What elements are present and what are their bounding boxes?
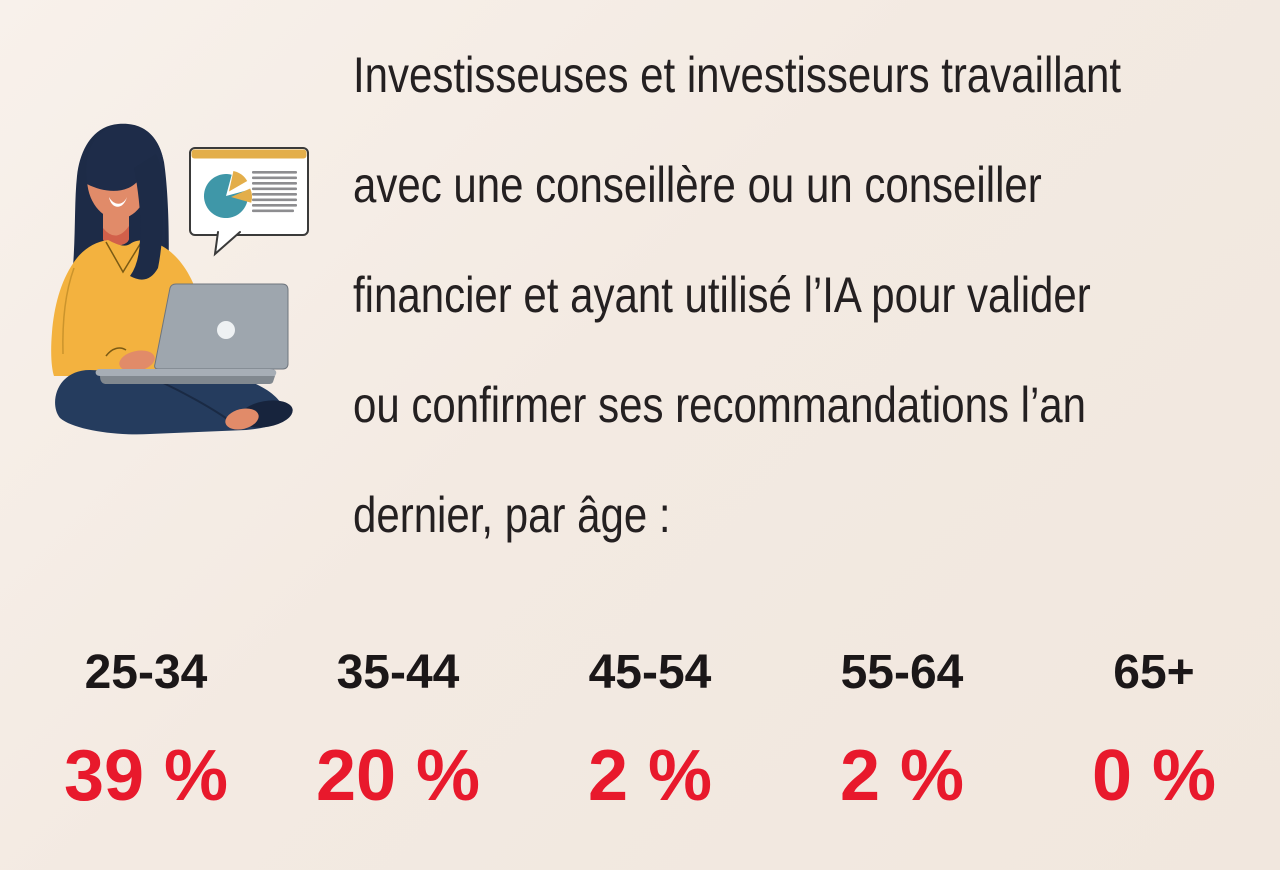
headline-line-4: ou confirmer ses recommandations l’an [353, 377, 1086, 433]
woman-hair-strand [130, 154, 164, 280]
speech-bubble-tail [213, 231, 241, 257]
percentage-value: 2 % [587, 736, 713, 816]
headline-line-2: avec une conseillère ou un conseiller [353, 157, 1042, 213]
percentage-value: 2 % [839, 736, 965, 816]
laptop-base-top [95, 369, 277, 376]
sweater-arm-fold-line [62, 267, 75, 355]
stat-column-65-plus: 65+ 0 % [1028, 646, 1280, 816]
stat-column-55-64: 55-64 2 % [776, 646, 1028, 816]
woman-foot [225, 408, 259, 430]
speech-bubble-header-bar [191, 149, 307, 159]
stat-column-45-54: 45-54 2 % [524, 646, 776, 816]
laptop-base-front [100, 376, 275, 384]
woman-laptop-illustration [30, 118, 320, 448]
age-group-label: 35-44 [336, 646, 460, 699]
headline-line-3: financier et ayant utilisé l’IA pour val… [353, 267, 1091, 323]
age-group-label: 45-54 [588, 646, 712, 699]
age-group-label: 25-34 [84, 646, 208, 699]
laptop-logo [217, 321, 235, 339]
woman-hand [119, 350, 155, 372]
woman-smile [109, 197, 127, 207]
percentage-value: 20 % [315, 736, 481, 816]
pie-chart-icon [203, 171, 253, 219]
text-lines-icon [252, 171, 297, 213]
sweater-cuff-line [105, 347, 127, 357]
stat-column-35-44: 35-44 20 % [272, 646, 524, 816]
percentage-value: 0 % [1091, 736, 1217, 816]
sweater-vneck-line [105, 240, 143, 274]
stats-row: 25-34 39 % 35-44 20 % 45-54 2 % 55-64 2 … [20, 646, 1280, 816]
age-group-label: 65+ [1113, 646, 1195, 699]
headline: Investisseuses et investisseurs travaill… [353, 20, 1121, 570]
stat-column-25-34: 25-34 39 % [20, 646, 272, 816]
headline-line-1: Investisseuses et investisseurs travaill… [353, 47, 1122, 103]
woman-neck-shadow [103, 226, 129, 246]
age-group-label: 55-64 [840, 646, 964, 699]
percentage-value: 39 % [63, 736, 229, 816]
illustration-svg [51, 123, 309, 435]
headline-line-5: dernier, par âge : [353, 487, 671, 543]
speech-bubble [189, 147, 309, 257]
